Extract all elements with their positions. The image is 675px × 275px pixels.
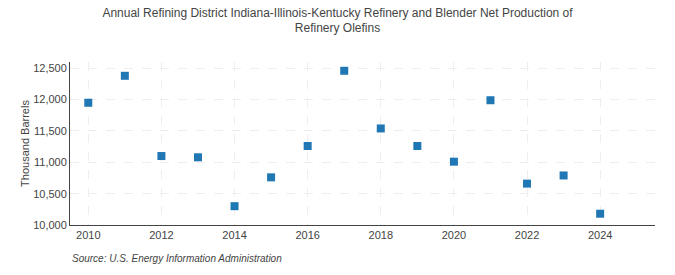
svg-text:12,000: 12,000 bbox=[33, 93, 67, 105]
svg-text:Source: U.S. Energy Informatio: Source: U.S. Energy Information Administ… bbox=[72, 253, 282, 264]
svg-text:2024: 2024 bbox=[588, 229, 612, 241]
svg-text:11,000: 11,000 bbox=[34, 156, 67, 168]
svg-text:Annual Refining District India: Annual Refining District Indiana-Illinoi… bbox=[102, 6, 573, 36]
svg-text:11,500: 11,500 bbox=[34, 125, 67, 137]
svg-text:2022: 2022 bbox=[515, 229, 539, 241]
svg-text:2010: 2010 bbox=[76, 229, 100, 241]
svg-text:2014: 2014 bbox=[222, 229, 246, 241]
svg-text:2020: 2020 bbox=[442, 229, 466, 241]
svg-text:2018: 2018 bbox=[369, 229, 393, 241]
svg-text:2016: 2016 bbox=[295, 229, 319, 241]
svg-text:10,000: 10,000 bbox=[33, 219, 67, 231]
svg-text:Thousand Barrels: Thousand Barrels bbox=[19, 100, 31, 187]
svg-text:12,500: 12,500 bbox=[33, 62, 67, 74]
svg-text:10,500: 10,500 bbox=[33, 188, 67, 200]
svg-text:2012: 2012 bbox=[149, 229, 173, 241]
